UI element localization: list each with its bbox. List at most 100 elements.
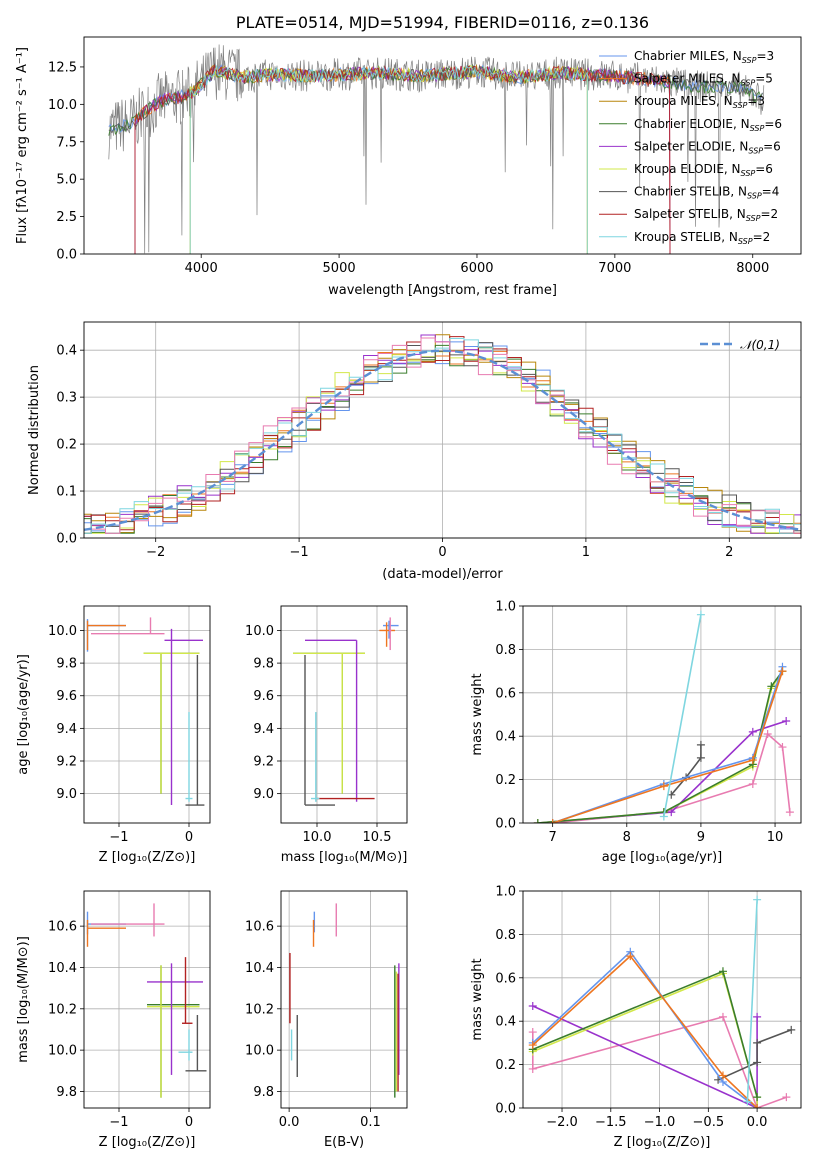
x-tick-label: −2.0 <box>546 1115 578 1130</box>
axes-frame <box>522 605 802 824</box>
weight-line <box>663 614 702 817</box>
mass_vs_z-panel: −1 0 9.8 10.0 10.2 10.4 10.6 Z [log₁₀(Z/Z⊙)] mas… <box>16 890 211 1150</box>
axes-frame <box>83 36 802 255</box>
weight-marker <box>778 743 787 752</box>
y-tick-label: 10.6 <box>245 920 274 935</box>
weight-line <box>532 954 758 1108</box>
weight-marker <box>748 756 757 765</box>
weight-marker <box>718 1071 727 1080</box>
y-tick-label: 0.2 <box>495 773 516 788</box>
axes-frame <box>83 321 802 539</box>
model-spectrum-line <box>108 63 763 136</box>
model-spectrum-line <box>189 64 588 254</box>
x-tick-label: −0.5 <box>693 1115 725 1130</box>
weight-marker <box>767 682 776 691</box>
weight-marker <box>753 895 762 904</box>
mass_vs_ebv-points <box>289 903 400 1098</box>
x-axis-label: mass [log₁₀(M/M⊙)] <box>281 850 408 865</box>
axes-frame <box>280 605 408 824</box>
age_vs_mass-points <box>293 617 399 806</box>
x-axis-label: age [log₁₀(age/yr)] <box>602 850 723 865</box>
chart-title: PLATE=0514, MJD=51994, FIBERID=0116, z=0… <box>236 13 649 32</box>
age_vs_z-panel: −1 0 9.0 9.2 9.4 9.6 9.8 10.0 Z [log₁₀(Z/Z⊙)] age… <box>16 605 211 865</box>
mass_vs_ebv-panel: 0.0 0.1 9.8 10.0 10.2 10.4 10.6 E(B-V) <box>245 890 408 1150</box>
model-spectrum-line <box>189 64 588 254</box>
legend-entry: Chabrier ELODIE, NSSP=6 <box>634 117 782 133</box>
x-tick-label: 8 <box>623 830 631 845</box>
y-tick-label: 9.0 <box>56 787 77 802</box>
age_vs_z-points <box>86 617 205 806</box>
weight-marker <box>533 819 542 823</box>
weight-marker <box>782 1093 791 1102</box>
axes-frame <box>280 890 408 1109</box>
legend-entry: Kroupa MILES, NSSP=3 <box>634 94 765 110</box>
histogram-step <box>84 334 801 534</box>
model-spectrum-line <box>134 65 671 254</box>
y-tick-label: 0.4 <box>495 1015 516 1030</box>
y-tick-label: 10.0 <box>245 1044 274 1059</box>
x-tick-label: −1 <box>109 830 128 845</box>
y-tick-label: 9.8 <box>56 1085 77 1100</box>
y-axis-label: Normed distribution <box>27 365 42 495</box>
y-tick-label: 10.4 <box>48 961 77 976</box>
y-tick-label: 10.0 <box>245 624 274 639</box>
y-tick-label: 0.6 <box>495 971 516 986</box>
y-tick-label: 0.3 <box>56 391 77 406</box>
weight-marker <box>785 808 794 817</box>
x-tick-label: 8000 <box>736 261 769 276</box>
weight_vs_z-panel: −2.0 −1.5 −1.0 −0.5 0.0 0.0 0.2 0.4 0.6 0.8 1.0 Z [… <box>470 885 802 1150</box>
weight-line <box>746 899 758 1102</box>
weight-marker <box>659 812 668 821</box>
x-tick-label: 0 <box>438 545 446 560</box>
weight-marker <box>753 1012 762 1021</box>
y-tick-label: 10.0 <box>48 98 77 113</box>
x-tick-label: 0.1 <box>360 1115 381 1130</box>
legend-entry: Kroupa STELIB, NSSP=2 <box>634 230 770 246</box>
y-tick-label: 0.2 <box>56 438 77 453</box>
weight-line <box>717 1029 792 1081</box>
weight-line <box>670 744 702 796</box>
spectrum-lines <box>108 44 765 254</box>
y-tick-label: 0.0 <box>495 1102 516 1117</box>
x-tick-label: 0.0 <box>279 1115 300 1130</box>
model-spectrum-line <box>134 65 671 254</box>
weight-marker <box>626 952 635 961</box>
weight-line <box>537 670 784 823</box>
y-tick-label: 9.4 <box>253 722 274 737</box>
y-tick-label: 9.2 <box>253 755 274 770</box>
weight_vs_z-lines <box>528 895 796 1108</box>
x-tick-label: 0 <box>185 1115 193 1130</box>
x-axis-label: Z [log₁₀(Z/Z⊙)] <box>99 1135 196 1150</box>
x-tick-label: 10 <box>767 830 784 845</box>
histogram-step <box>84 341 801 534</box>
weight-marker <box>748 779 757 788</box>
legend: Chabrier MILES, NSSP=3 Salpeter MILES, NS… <box>599 49 782 246</box>
y-tick-label: 1.0 <box>495 885 516 900</box>
weight-marker <box>696 740 705 749</box>
weight-marker <box>528 1028 537 1037</box>
weight-marker <box>667 808 676 817</box>
x-tick-label: 6000 <box>460 261 493 276</box>
x-tick-label: 7000 <box>598 261 631 276</box>
weight-marker <box>753 1058 762 1067</box>
y-tick-label: 10.2 <box>48 1002 77 1017</box>
model-spectrum-line <box>134 64 671 254</box>
x-tick-label: 0 <box>185 830 193 845</box>
x-tick-label: 2 <box>725 545 733 560</box>
y-tick-label: 0.2 <box>495 1058 516 1073</box>
y-tick-label: 10.0 <box>48 624 77 639</box>
histogram-step <box>84 338 801 534</box>
y-tick-label: 0.8 <box>495 928 516 943</box>
weight-marker <box>696 753 705 762</box>
weight-marker <box>548 819 557 823</box>
weight-marker <box>748 727 757 736</box>
y-axis-label: mass weight <box>470 958 485 1040</box>
y-tick-label: 9.8 <box>253 1085 274 1100</box>
legend-entry: Salpeter STELIB, NSSP=2 <box>634 207 778 223</box>
y-tick-label: 10.0 <box>48 1044 77 1059</box>
axes-frame <box>83 890 211 1109</box>
y-tick-label: 0.0 <box>495 817 516 832</box>
x-tick-label: −2 <box>146 545 165 560</box>
y-tick-label: 9.0 <box>253 787 274 802</box>
y-tick-label: 0.1 <box>56 485 77 500</box>
